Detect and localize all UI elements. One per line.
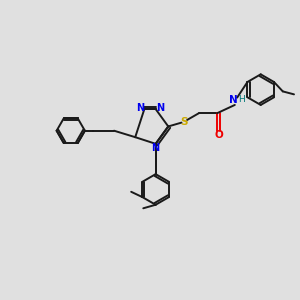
- Text: O: O: [215, 130, 224, 140]
- Text: H: H: [238, 94, 245, 103]
- Text: N: N: [151, 143, 159, 153]
- Text: N: N: [156, 103, 164, 112]
- Text: N: N: [229, 94, 238, 105]
- Text: S: S: [180, 117, 187, 127]
- Text: N: N: [136, 103, 144, 112]
